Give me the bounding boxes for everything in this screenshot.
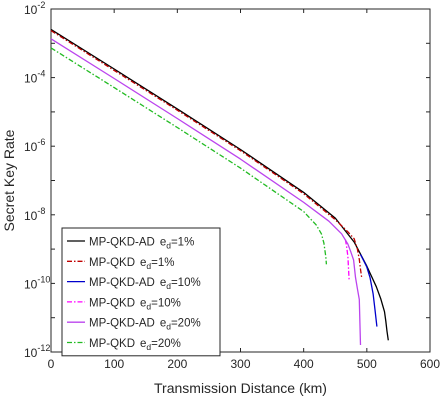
legend-label: MP-QKD ed=1% — [89, 257, 174, 271]
x-tick-label: 200 — [167, 357, 187, 371]
x-tick-label: 600 — [420, 357, 440, 371]
legend-suffix: =10% — [151, 297, 181, 309]
legend-suffix: =1% — [171, 237, 194, 249]
y-tick-exponent: -2 — [37, 0, 45, 10]
series-line-2 — [359, 254, 378, 327]
legend-suffix: =20% — [151, 338, 181, 350]
x-tick-label: 0 — [48, 357, 55, 371]
tick-labels: 0 100 200 300 400 500 60010-1210-1010-810-610-… — [24, 0, 440, 371]
legend-subscript: d — [166, 281, 171, 291]
legend-e-symbol: e — [140, 338, 146, 350]
y-tick-exponent: -12 — [37, 343, 50, 353]
legend-series-name: MP-QKD — [89, 297, 135, 309]
legend-e-symbol: e — [140, 257, 146, 269]
y-tick-base: 10 — [24, 3, 38, 17]
legend-subscript: d — [166, 322, 171, 332]
legend-subscript: d — [146, 261, 151, 271]
series-line-1 — [50, 30, 363, 279]
y-tick-exponent: -6 — [37, 137, 45, 147]
legend-suffix: =20% — [171, 318, 201, 330]
x-tick-label: 300 — [230, 357, 250, 371]
y-tick-label: 10-10 — [24, 274, 50, 291]
y-tick-label: 10-2 — [24, 0, 45, 17]
legend-e-symbol: e — [140, 297, 146, 309]
legend-suffix: =10% — [171, 277, 201, 289]
series-line-3 — [344, 239, 350, 280]
legend-series-name: MP-QKD-AD — [89, 277, 155, 289]
legend-label: MP-QKD ed=10% — [89, 297, 181, 311]
y-tick-label: 10-4 — [24, 69, 45, 86]
y-tick-exponent: -8 — [37, 206, 45, 216]
x-tick-label: 500 — [357, 357, 377, 371]
legend-e-symbol: e — [160, 277, 166, 289]
legend-subscript: d — [146, 342, 151, 352]
legend-series-name: MP-QKD-AD — [89, 237, 155, 249]
y-tick-base: 10 — [24, 140, 38, 154]
legend-series-name: MP-QKD-AD — [89, 318, 155, 330]
legend-e-symbol: e — [160, 237, 166, 249]
y-tick-base: 10 — [24, 277, 38, 291]
y-tick-base: 10 — [24, 346, 38, 360]
y-tick-exponent: -4 — [37, 69, 45, 79]
legend-series-name: MP-QKD — [89, 338, 135, 350]
y-tick-label: 10-8 — [24, 206, 45, 223]
legend-subscript: d — [166, 241, 171, 251]
y-tick-label: 10-6 — [24, 137, 45, 154]
legend: MP-QKD-AD ed=1%MP-QKD ed=1%MP-QKD-AD ed=10%… — [61, 227, 221, 357]
legend-suffix: =1% — [151, 257, 174, 269]
legend-label: MP-QKD-AD ed=20% — [89, 318, 201, 332]
legend-box — [61, 227, 221, 357]
legend-label: MP-QKD-AD ed=10% — [89, 277, 201, 291]
y-tick-base: 10 — [24, 209, 38, 223]
y-tick-label: 10-12 — [24, 343, 50, 360]
y-tick-exponent: -10 — [37, 274, 50, 284]
legend-label: MP-QKD-AD ed=1% — [89, 237, 194, 251]
series-line-0 — [50, 28, 389, 341]
x-tick-label: 400 — [294, 357, 314, 371]
series-lines — [50, 28, 389, 346]
series-line-4 — [50, 38, 362, 346]
x-tick-label: 100 — [104, 357, 124, 371]
legend-series-name: MP-QKD — [89, 257, 135, 269]
legend-label: MP-QKD ed=20% — [89, 338, 181, 352]
legend-e-symbol: e — [160, 318, 166, 330]
y-axis-label: Secret Key Rate — [1, 129, 17, 231]
y-tick-base: 10 — [24, 72, 38, 86]
legend-subscript: d — [146, 301, 151, 311]
x-axis-label: Transmission Distance (km) — [154, 380, 327, 396]
